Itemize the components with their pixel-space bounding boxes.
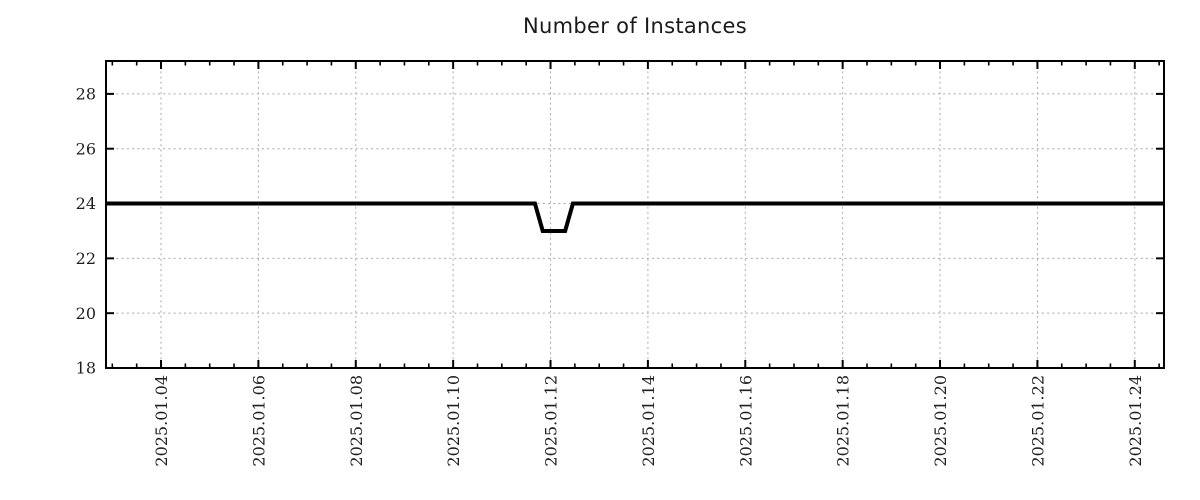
x-tick-label: 2025.01.08: [347, 375, 366, 467]
data-line-instances: [106, 201, 1164, 233]
x-tick-label: 2025.01.06: [249, 375, 268, 467]
x-tick-label: 2025.01.10: [444, 375, 463, 467]
x-tick-label: 2025.01.16: [736, 375, 755, 467]
y-tick-label: 26: [76, 139, 96, 158]
x-tick-label: 2025.01.22: [1028, 375, 1047, 467]
y-tick-label: 18: [76, 359, 96, 378]
x-tick-label: 2025.01.12: [542, 375, 561, 467]
y-tick-label: 20: [76, 304, 96, 323]
plot-border: [105, 60, 1165, 369]
y-tick-label: 28: [76, 84, 96, 103]
x-tick-label: 2025.01.20: [931, 375, 950, 467]
x-tick-label: 2025.01.14: [639, 375, 658, 467]
chart-title: Number of Instances: [523, 14, 747, 38]
x-tick-label: 2025.01.24: [1126, 375, 1145, 467]
y-tick-label: 22: [76, 249, 96, 268]
x-tick-label: 2025.01.04: [152, 375, 171, 467]
x-tick-label: 2025.01.18: [834, 375, 853, 467]
y-tick-label: 24: [76, 194, 96, 213]
